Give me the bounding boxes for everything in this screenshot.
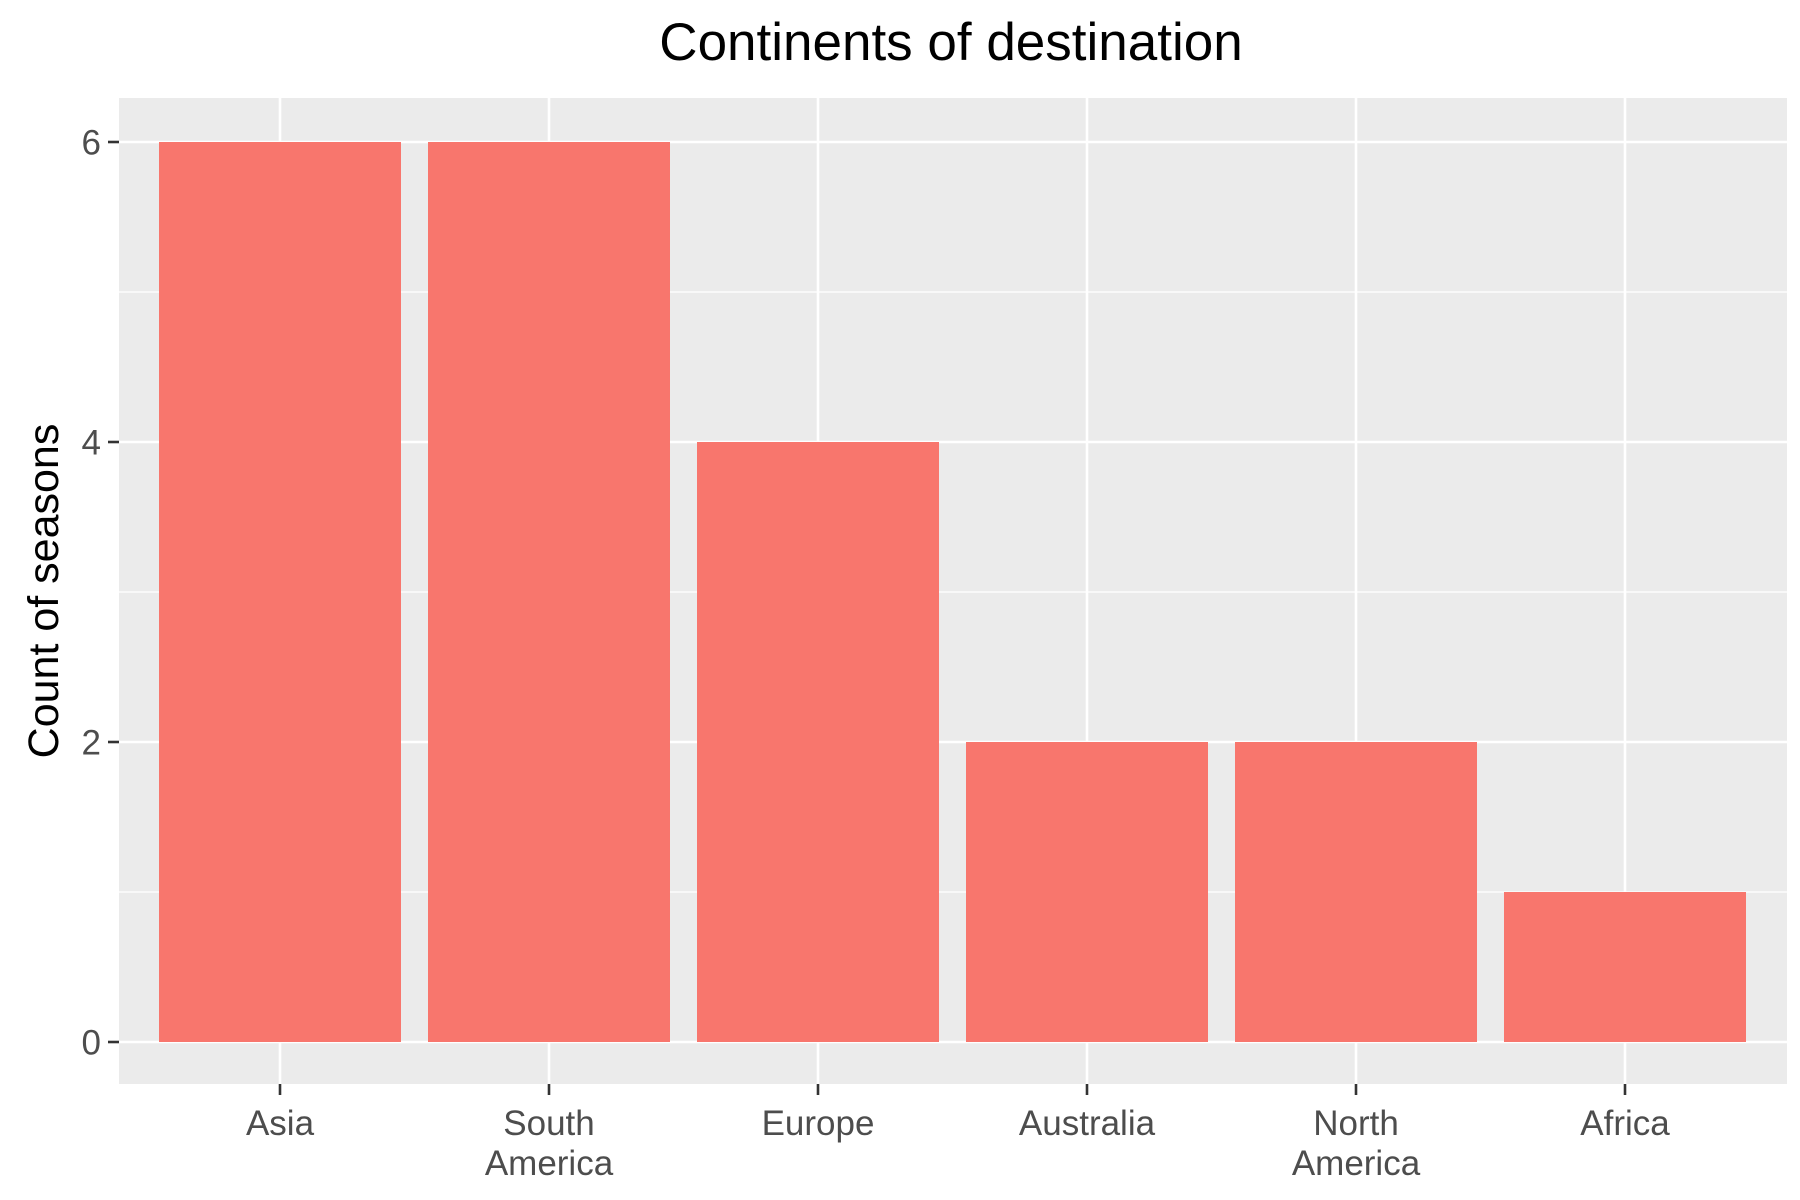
x-tick-label: Australia xyxy=(1019,1104,1156,1143)
bar xyxy=(966,742,1208,1042)
chart-title: Continents of destination xyxy=(659,13,1242,72)
x-tick-label-line: Africa xyxy=(1580,1104,1670,1143)
x-tick-label-line: America xyxy=(1292,1144,1421,1183)
x-tick-label-line: Asia xyxy=(246,1104,315,1143)
x-tick-label-line: Europe xyxy=(762,1104,875,1143)
y-tick-label: 0 xyxy=(82,1024,101,1063)
bar xyxy=(428,142,670,1042)
y-tick-label: 6 xyxy=(82,124,101,163)
x-tick-label-line: Australia xyxy=(1019,1104,1156,1143)
bar xyxy=(1235,742,1477,1042)
bar xyxy=(697,442,939,1042)
x-tick-label: Europe xyxy=(762,1104,875,1143)
bars xyxy=(159,142,1746,1042)
x-tick-label-line: South xyxy=(503,1104,594,1143)
x-tick-label-line: America xyxy=(485,1144,614,1183)
y-tick-label: 4 xyxy=(82,424,101,463)
x-tick-label-line: North xyxy=(1313,1104,1399,1143)
y-axis-title: Count of seasons xyxy=(20,424,68,759)
x-tick-label: Asia xyxy=(246,1104,315,1143)
y-tick-label: 2 xyxy=(82,724,101,763)
bar xyxy=(159,142,401,1042)
bar xyxy=(1504,892,1746,1042)
x-tick-label: North America xyxy=(1292,1104,1421,1183)
x-tick-label: South America xyxy=(485,1104,614,1183)
x-tick-label: Africa xyxy=(1580,1104,1670,1143)
